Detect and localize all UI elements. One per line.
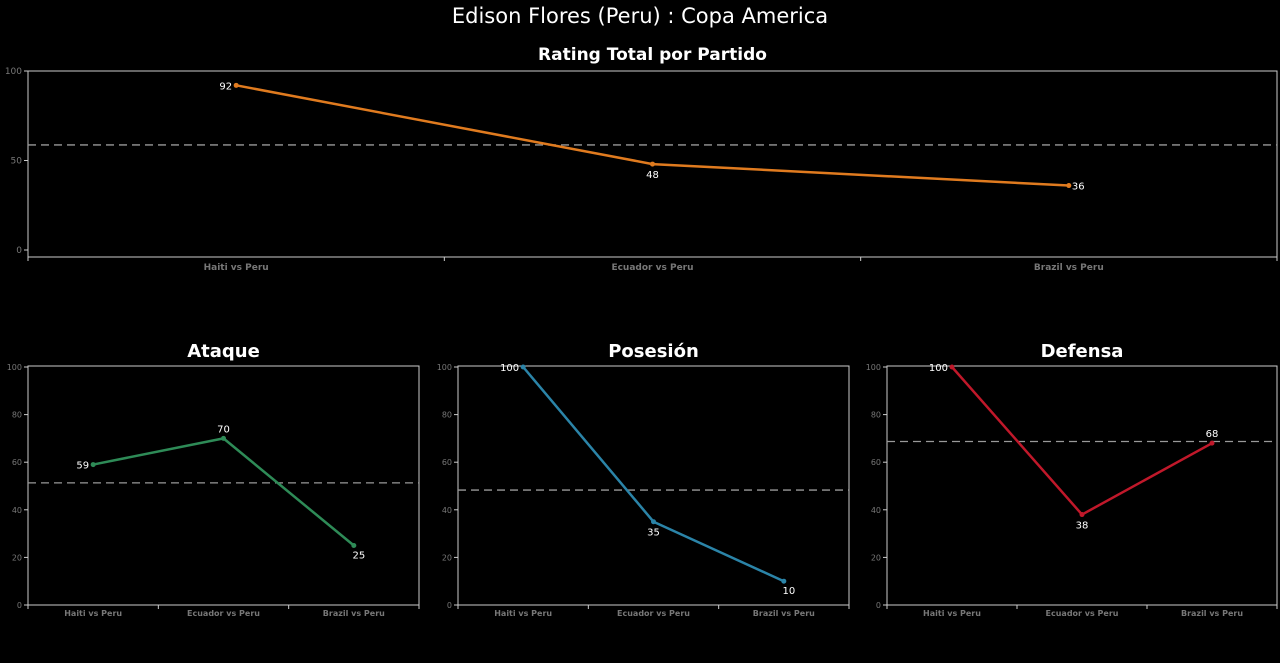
x-tick-label: Brazil vs Peru: [753, 609, 815, 618]
plot-frame: [886, 365, 1278, 606]
data-label: 100: [500, 363, 519, 374]
data-point: [781, 578, 787, 584]
data-label: 25: [352, 551, 365, 562]
series-line-posesin: [522, 366, 785, 583]
x-tick-label: Brazil vs Peru: [1034, 263, 1104, 273]
data-point: [520, 364, 526, 370]
y-tick-label: 50: [11, 157, 23, 167]
chart-title-defensa: Defensa: [1041, 341, 1124, 362]
data-point: [351, 543, 357, 548]
data-point: [1066, 183, 1072, 189]
data-point: [1209, 440, 1215, 446]
data-label: 36: [1072, 182, 1085, 193]
y-tick-label: 40: [871, 506, 881, 515]
data-point: [651, 519, 656, 525]
data-point: [1079, 512, 1085, 518]
data-label: 35: [647, 528, 660, 539]
y-tick-label: 20: [12, 553, 22, 562]
x-tick-label: Ecuador vs Peru: [1046, 609, 1119, 618]
y-tick-label: 0: [447, 601, 452, 610]
chart-title-ratingtotalporpartido: Rating Total por Partido: [538, 45, 767, 65]
y-tick-label: 20: [442, 553, 452, 562]
y-tick-label: 100: [7, 363, 22, 372]
y-tick-label: 100: [866, 363, 881, 372]
x-tick-label: Ecuador vs Peru: [187, 609, 260, 618]
data-point: [221, 435, 226, 441]
y-tick-label: 60: [442, 458, 452, 467]
y-tick-label: 80: [12, 411, 22, 420]
data-label: 10: [782, 586, 795, 597]
y-tick-label: 0: [16, 246, 22, 256]
page-title: Edison Flores (Peru) : Copa America: [451, 4, 829, 28]
plot-frame: [27, 365, 420, 606]
plot-frame: [457, 365, 850, 606]
data-label: 59: [76, 461, 89, 472]
y-tick-label: 60: [871, 458, 881, 467]
x-tick-label: Haiti vs Peru: [923, 609, 981, 618]
data-label: 68: [1206, 429, 1219, 440]
data-label: 38: [1076, 521, 1089, 532]
x-tick-label: Brazil vs Peru: [323, 609, 385, 618]
data-label: 70: [217, 424, 230, 435]
y-tick-label: 0: [17, 601, 22, 610]
x-tick-label: Haiti vs Peru: [204, 263, 269, 273]
data-label: 100: [929, 363, 948, 374]
chart-title-ataque: Ataque: [187, 341, 260, 362]
y-tick-label: 20: [871, 553, 881, 562]
chart-title-posesin: Posesión: [608, 341, 699, 362]
x-tick-label: Haiti vs Peru: [64, 609, 122, 618]
y-tick-label: 80: [442, 411, 452, 420]
y-tick-label: 40: [442, 506, 452, 515]
x-tick-label: Brazil vs Peru: [1181, 609, 1243, 618]
y-tick-label: 80: [871, 411, 881, 420]
y-tick-label: 100: [5, 67, 22, 77]
series-line-defensa: [951, 366, 1213, 517]
data-label: 48: [646, 170, 659, 181]
data-point: [90, 462, 96, 468]
y-tick-label: 0: [876, 601, 881, 610]
y-tick-label: 60: [12, 458, 22, 467]
series-line-ataque: [92, 437, 355, 547]
data-point: [650, 161, 655, 167]
plot-frame: [27, 70, 1278, 258]
y-tick-label: 100: [437, 363, 452, 372]
data-point: [233, 82, 239, 88]
x-tick-label: Ecuador vs Peru: [617, 609, 690, 618]
data-point: [949, 364, 955, 370]
x-tick-label: Haiti vs Peru: [494, 609, 552, 618]
y-tick-label: 40: [12, 506, 22, 515]
data-label: 92: [219, 81, 232, 92]
x-tick-label: Ecuador vs Peru: [611, 263, 693, 273]
